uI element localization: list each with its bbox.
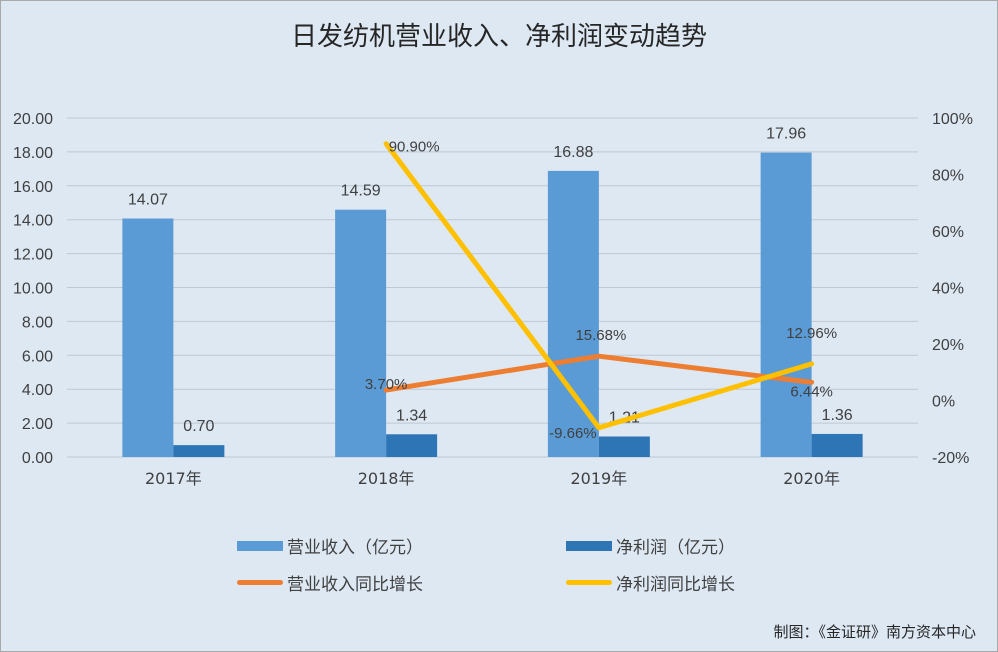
legend-label-profit-growth: 净利润同比增长: [616, 575, 735, 595]
legend-swatch-profit-growth: [566, 580, 612, 585]
y-right-tick-label: 100%: [932, 111, 973, 128]
legend-swatch-revenue: [237, 540, 283, 551]
y-left-tick-label: 10.00: [13, 281, 53, 298]
y-left-tick-label: 18.00: [13, 145, 53, 162]
y-right-tick-label: 40%: [932, 281, 964, 298]
bar-data-label: 14.59: [341, 183, 381, 200]
bar-revenue: [760, 152, 812, 457]
y-left-tick-label: 0.00: [22, 450, 53, 467]
bar-data-label: 16.88: [553, 144, 593, 161]
y-left-tick-label: 12.00: [13, 247, 53, 264]
y-right-tick-label: 0%: [932, 394, 955, 411]
bar-revenue: [335, 209, 387, 457]
bar-profit: [598, 436, 650, 457]
y-right-tick-label: 80%: [932, 168, 964, 185]
line-data-label: 6.44%: [790, 383, 833, 400]
y-right-tick-label: -20%: [932, 450, 969, 467]
y-right-tick-label: 60%: [932, 224, 964, 241]
legend-item-profit: 净利润（亿元）: [566, 533, 735, 558]
bar-data-label: 14.07: [128, 192, 168, 209]
line-data-label: 3.70%: [365, 376, 408, 393]
bar-data-label: 17.96: [766, 126, 806, 143]
legend-label-profit: 净利润（亿元）: [616, 538, 735, 558]
legend-item-revenue: 营业收入（亿元）: [237, 533, 423, 558]
line-data-label: 15.68%: [575, 327, 626, 344]
bar-profit: [386, 434, 438, 457]
line-data-label: -9.66%: [549, 425, 597, 442]
source-note: 制图：《金证研》南方资本中心: [773, 623, 976, 641]
bar-data-label: 1.36: [822, 407, 853, 424]
bar-data-label: 0.70: [183, 418, 214, 435]
y-left-tick-label: 2.00: [22, 416, 53, 433]
y-right-tick-label: 20%: [932, 337, 964, 354]
y-left-tick-label: 20.00: [13, 111, 53, 128]
y-left-tick-label: 6.00: [22, 348, 53, 365]
y-left-tick-label: 4.00: [22, 382, 53, 399]
legend-swatch-revenue-growth: [237, 580, 283, 585]
line-profit-growth: [383, 141, 815, 431]
chart-title: 日发纺机营业收入、净利润变动趋势: [290, 22, 707, 52]
line-data-label: 12.96%: [786, 325, 837, 342]
x-category-label: 2017年: [145, 469, 202, 488]
bar-profit: [811, 433, 863, 457]
line-revenue-growth: [383, 353, 815, 393]
y-left-tick-label: 16.00: [13, 179, 53, 196]
y-left-tick-label: 8.00: [22, 314, 53, 331]
legend-swatch-profit: [566, 540, 612, 551]
legend-item-revenue-growth: 营业收入同比增长: [237, 570, 423, 595]
bar-profit: [173, 445, 225, 457]
line-data-label: 90.90%: [389, 139, 440, 156]
x-category-label: 2018年: [358, 469, 415, 488]
bar-data-label: 1.34: [396, 407, 427, 424]
legend-item-profit-growth: 净利润同比增长: [566, 570, 735, 595]
y-left-tick-label: 14.00: [13, 213, 53, 230]
x-category-label: 2020年: [783, 469, 840, 488]
legend-label-revenue-growth: 营业收入同比增长: [287, 575, 423, 595]
x-category-label: 2019年: [571, 469, 628, 488]
legend-label-revenue: 营业收入（亿元）: [287, 538, 423, 558]
bar-revenue: [547, 170, 599, 457]
bar-revenue: [122, 218, 174, 457]
